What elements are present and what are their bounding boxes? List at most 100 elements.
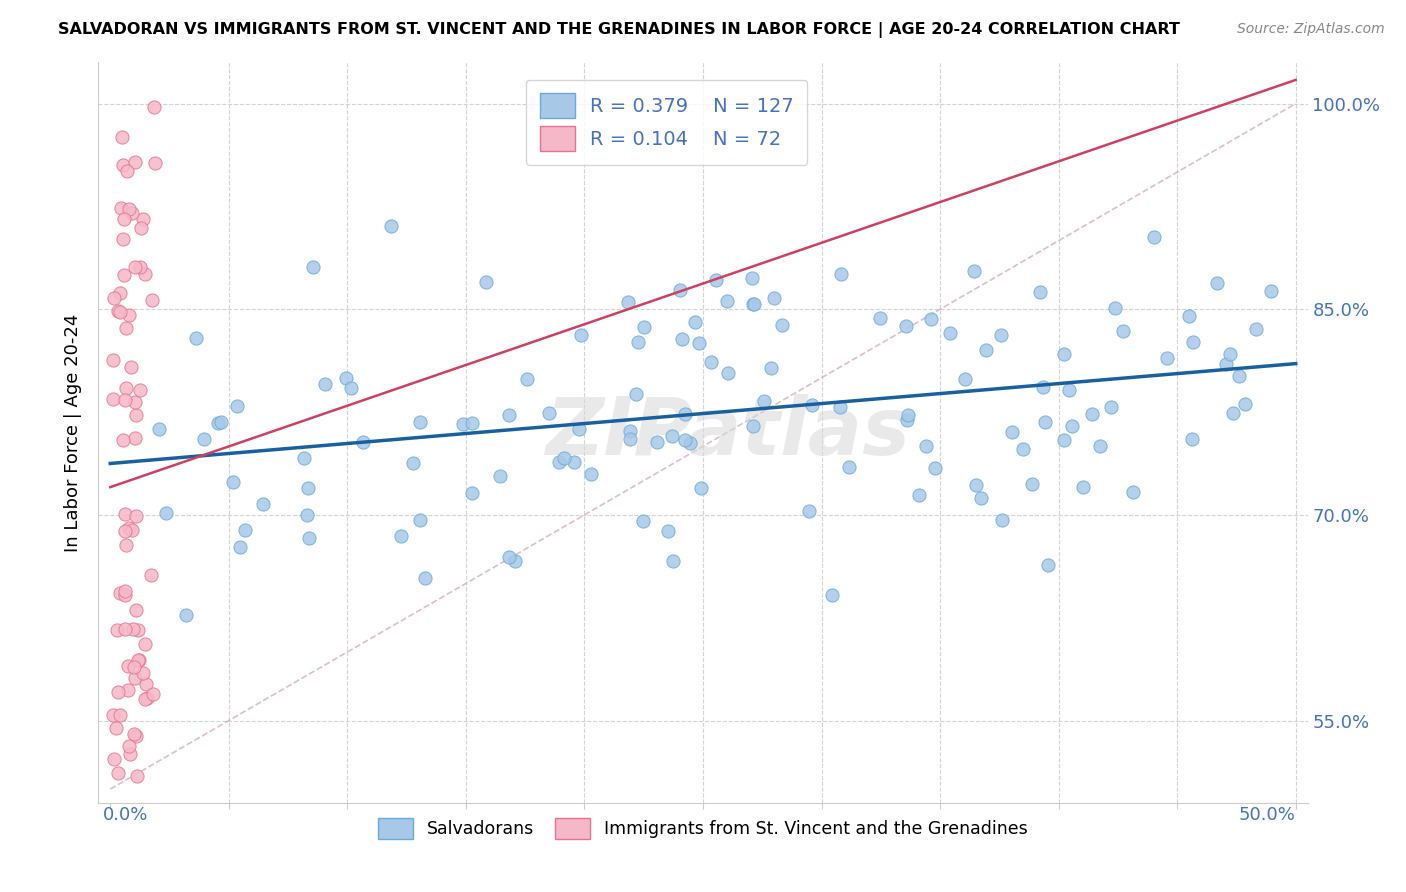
Point	[114, 622, 136, 636]
Point	[252, 497, 274, 511]
Point	[662, 554, 685, 568]
Point	[121, 206, 143, 220]
Point	[117, 202, 139, 216]
Point	[122, 727, 145, 741]
Point	[209, 415, 232, 429]
Point	[451, 417, 474, 431]
Point	[101, 708, 124, 723]
Point	[125, 768, 148, 782]
Point	[141, 568, 163, 582]
Point	[114, 507, 136, 521]
Point	[118, 739, 141, 754]
Point	[402, 456, 425, 470]
Point	[461, 416, 484, 430]
Point	[111, 433, 134, 447]
Point	[688, 335, 710, 350]
Point	[413, 571, 436, 585]
Point	[716, 293, 738, 308]
Point	[624, 386, 647, 401]
Point	[1143, 230, 1166, 244]
Point	[339, 381, 361, 395]
Point	[101, 392, 124, 407]
Point	[142, 687, 165, 701]
Point	[1218, 346, 1240, 360]
Point	[914, 439, 936, 453]
Point	[111, 129, 134, 144]
Point	[134, 692, 156, 706]
Point	[671, 332, 693, 346]
Point	[498, 550, 520, 565]
Point	[124, 155, 146, 169]
Point	[115, 321, 138, 335]
Point	[661, 429, 683, 443]
Point	[409, 513, 432, 527]
Point	[679, 436, 702, 450]
Point	[1156, 351, 1178, 365]
Point	[1081, 407, 1104, 421]
Point	[314, 377, 336, 392]
Y-axis label: In Labor Force | Age 20-24: In Labor Force | Age 20-24	[63, 313, 82, 552]
Point	[127, 623, 149, 637]
Point	[115, 381, 138, 395]
Point	[752, 394, 775, 409]
Point	[117, 682, 139, 697]
Point	[207, 416, 229, 430]
Point	[699, 355, 721, 369]
Point	[297, 481, 319, 495]
Point	[228, 540, 250, 554]
Point	[548, 455, 571, 469]
Point	[222, 475, 245, 489]
Point	[503, 554, 526, 568]
Point	[108, 305, 131, 319]
Point	[1227, 369, 1250, 384]
Point	[143, 156, 166, 170]
Point	[741, 297, 763, 311]
Point	[409, 415, 432, 429]
Point	[669, 284, 692, 298]
Point	[939, 326, 962, 340]
Point	[122, 622, 145, 636]
Point	[105, 721, 128, 735]
Legend: Salvadorans, Immigrants from St. Vincent and the Grenadines: Salvadorans, Immigrants from St. Vincent…	[371, 811, 1035, 846]
Point	[129, 260, 152, 274]
Point	[292, 450, 315, 465]
Point	[380, 219, 402, 233]
Point	[474, 275, 496, 289]
Point	[908, 488, 931, 502]
Point	[1206, 276, 1229, 290]
Point	[124, 671, 146, 685]
Point	[115, 538, 138, 552]
Point	[1260, 284, 1282, 298]
Point	[112, 212, 135, 227]
Point	[741, 270, 763, 285]
Point	[744, 296, 766, 310]
Point	[516, 372, 538, 386]
Point	[1028, 285, 1050, 300]
Point	[233, 523, 256, 537]
Point	[897, 408, 920, 422]
Point	[830, 267, 852, 281]
Point	[1244, 322, 1267, 336]
Point	[108, 286, 131, 301]
Point	[562, 455, 585, 469]
Point	[110, 202, 132, 216]
Point	[633, 319, 655, 334]
Point	[105, 623, 128, 637]
Point	[114, 584, 136, 599]
Point	[1062, 418, 1084, 433]
Point	[117, 658, 139, 673]
Point	[112, 231, 135, 245]
Point	[132, 665, 155, 680]
Point	[742, 419, 765, 434]
Point	[135, 677, 157, 691]
Point	[174, 607, 197, 622]
Point	[990, 328, 1012, 343]
Point	[1057, 383, 1080, 397]
Text: ZIPatlas: ZIPatlas	[544, 393, 910, 472]
Point	[125, 408, 148, 422]
Point	[657, 524, 679, 539]
Point	[619, 432, 641, 446]
Point	[896, 413, 918, 427]
Point	[838, 459, 860, 474]
Point	[125, 602, 148, 616]
